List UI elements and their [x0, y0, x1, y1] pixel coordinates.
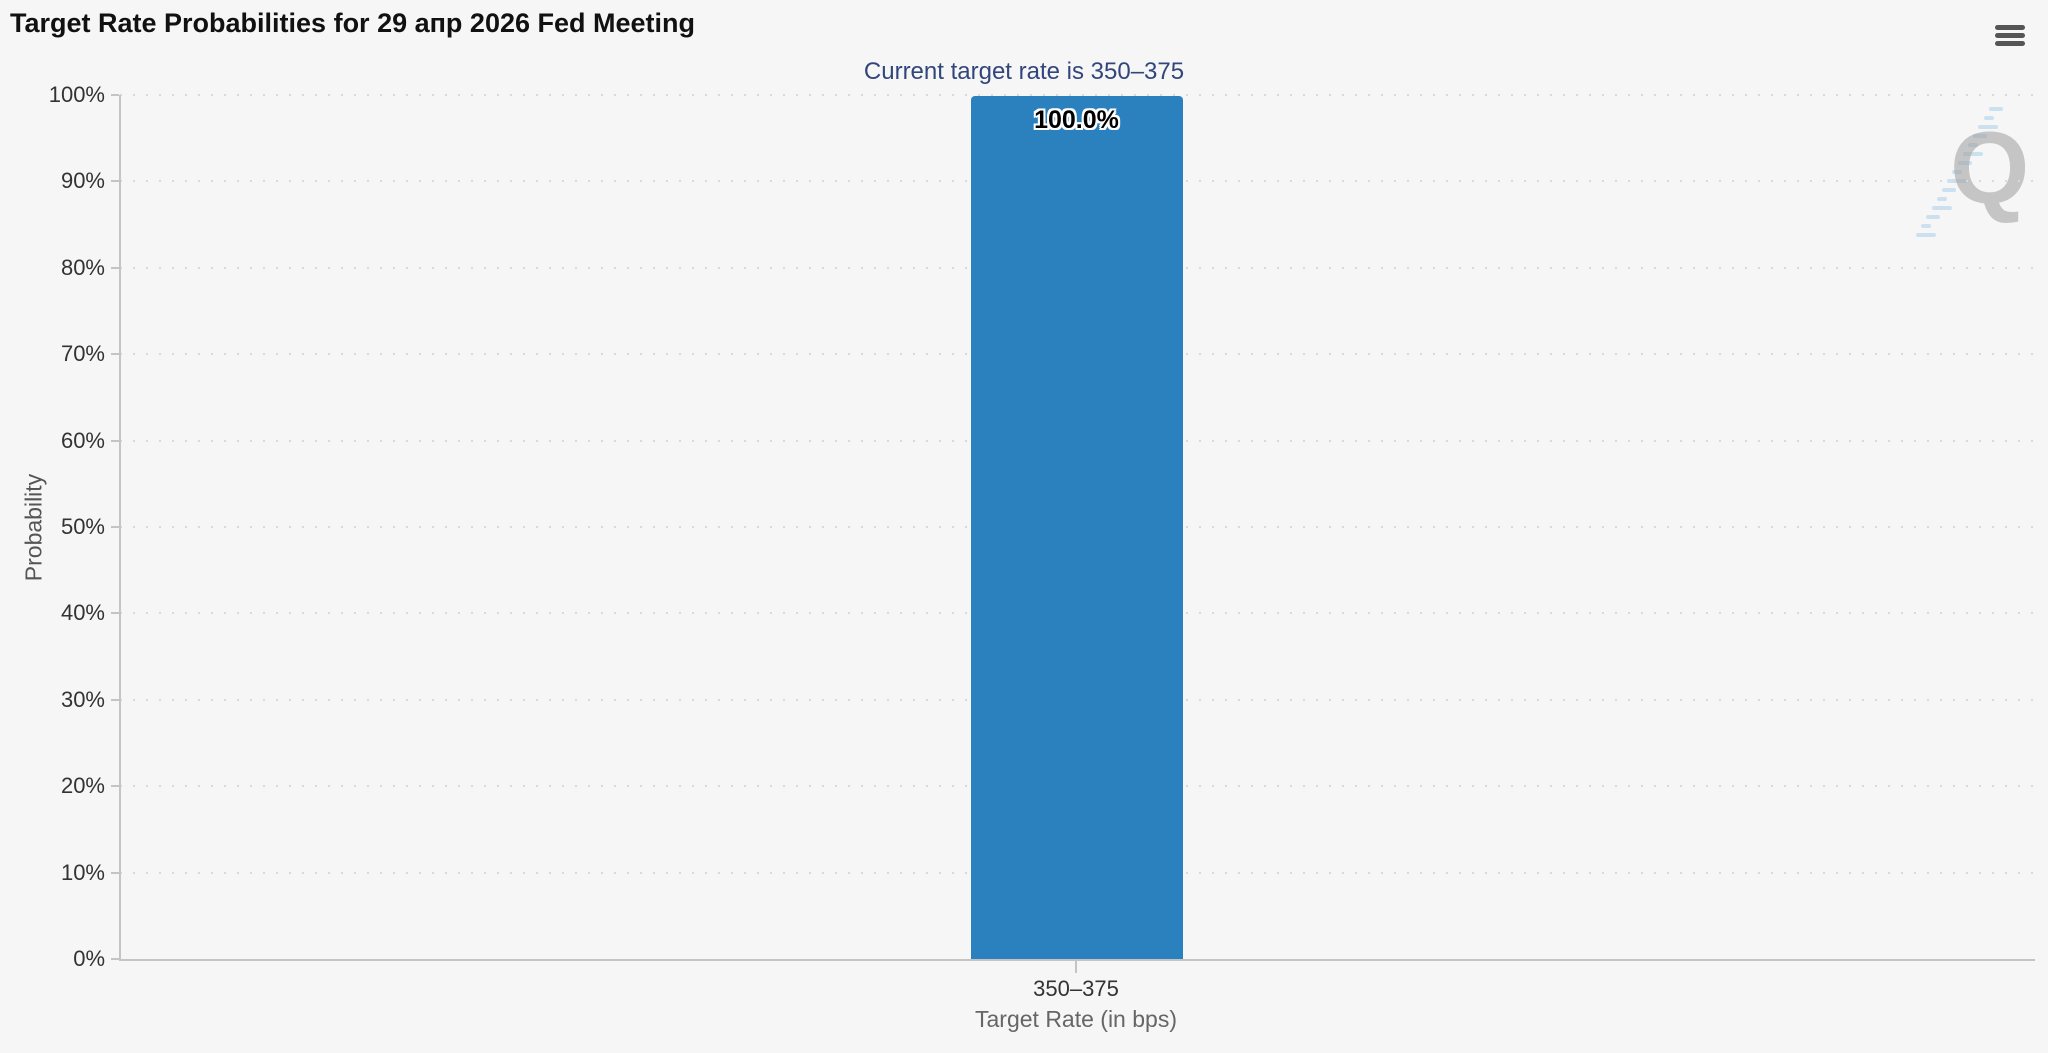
y-tick-label: 80%: [60, 254, 105, 280]
hamburger-menu-icon: [1995, 40, 2025, 46]
chart-title: Target Rate Probabilities for 29 апр 202…: [10, 8, 695, 38]
y-axis-tick: [111, 871, 119, 874]
y-tick-label: 60%: [60, 427, 105, 453]
y-axis-tick: [111, 180, 119, 183]
y-axis-tick: [111, 439, 119, 442]
watermark-dash: [1921, 224, 1932, 228]
y-axis-tick: [111, 785, 119, 788]
y-tick-label: 0%: [73, 946, 105, 971]
watermark-dash: [1926, 215, 1941, 219]
hamburger-menu-icon: [1995, 24, 2025, 30]
y-axis-tick: [111, 266, 119, 269]
y-tick-label: 50%: [60, 514, 105, 539]
watermark-dash: [1973, 134, 1988, 138]
y-axis-tick: [111, 94, 119, 96]
y-axis-tick: [111, 526, 119, 528]
watermark-dash: [1968, 143, 1978, 147]
watermark-dash: [1957, 161, 1972, 165]
bar-data-label: 100.0%: [1034, 106, 1119, 134]
watermark-dash: [1931, 206, 1952, 210]
watermark-dash: [1916, 233, 1936, 237]
y-tick-label: 70%: [60, 341, 105, 367]
watermark-dash: [1952, 170, 1963, 174]
y-tick-label: 10%: [60, 859, 105, 885]
watermark-dash: [1988, 107, 2003, 111]
y-tick-label: 20%: [60, 773, 105, 799]
y-tick-label: 90%: [60, 168, 105, 194]
x-axis-title: Target Rate (in bps): [975, 1006, 1177, 1032]
y-axis-line: [119, 95, 121, 961]
y-axis-tick: [111, 698, 119, 701]
watermark-dash: [1983, 116, 1994, 120]
x-axis-line: [119, 959, 2035, 961]
y-tick-label: 100%: [48, 82, 105, 107]
y-tick-label: 40%: [60, 600, 105, 626]
y-tick-label: 30%: [60, 686, 105, 712]
x-axis-tick: [1075, 961, 1077, 973]
chart-context-menu-button[interactable]: [1990, 16, 2030, 54]
y-axis-tick: [111, 958, 119, 960]
hamburger-menu-icon: [1995, 32, 2025, 38]
watermark-dash: [1962, 152, 1983, 156]
watermark-dash: [1936, 197, 1947, 201]
y-axis-tick: [111, 353, 119, 356]
watermark-dash: [1942, 188, 1956, 192]
watermark-dash: [1978, 125, 1999, 129]
x-category-label: 350–375: [1033, 976, 1119, 1001]
watermark-q-letter: Q: [1950, 111, 2030, 225]
y-gridline: [120, 94, 2033, 96]
probability-bar[interactable]: 100.0%: [970, 96, 1183, 959]
chart-subtitle: Current target rate is 350–375: [863, 58, 1185, 85]
y-axis-tick: [111, 612, 119, 615]
